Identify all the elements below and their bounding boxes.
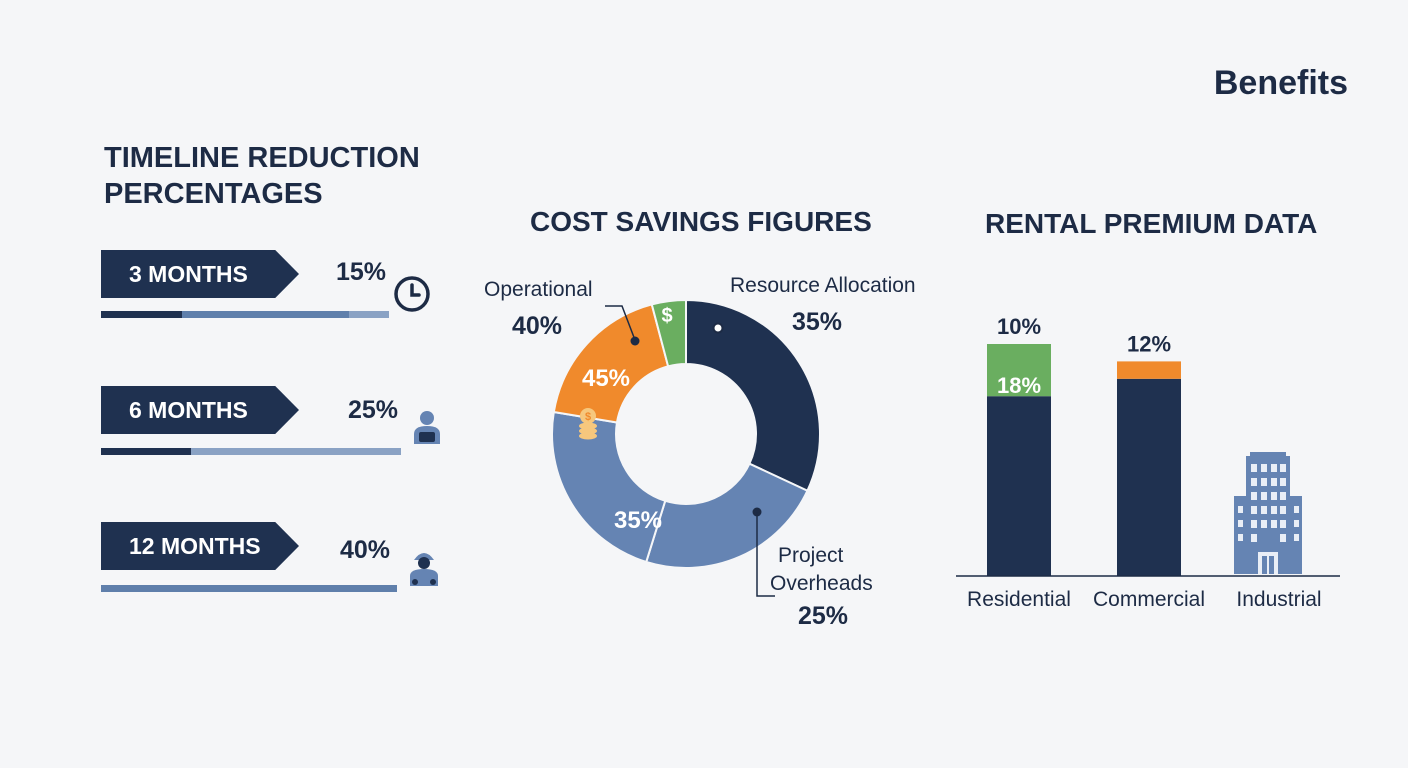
bar-premium-residential <box>987 344 1051 397</box>
timeline-bar-12-months <box>101 585 397 592</box>
cost-chart-title: COST SAVINGS FIGURES <box>530 206 872 237</box>
building-icon <box>1234 452 1302 574</box>
callout-overheads-line1: Project <box>778 544 844 567</box>
clock-icon <box>394 276 430 312</box>
timeline-banner-12-months: 12 MONTHS <box>101 522 299 570</box>
callout-operational-value: 40% <box>512 312 563 340</box>
timeline-bar-dark <box>101 311 182 318</box>
timeline-value-6-months: 25% <box>348 396 399 424</box>
donut-slice-2 <box>551 410 667 564</box>
worker-icon <box>410 553 438 586</box>
bar-inner-label-residential: 18% <box>997 373 1041 398</box>
timeline-title: TIMELINE REDUCTION PERCENTAGES <box>104 140 420 212</box>
callout-overheads-value: 25% <box>798 602 849 630</box>
callout-resource-value: 35% <box>792 308 843 336</box>
cost-donut-chart: 35% 45% $ $ <box>551 298 821 569</box>
bar-base-residential <box>987 396 1051 576</box>
x-tick-label-residential: Residential <box>967 588 1071 611</box>
callout-overheads-name: Project Overheads <box>770 542 873 598</box>
timeline-bar-fill <box>101 311 349 318</box>
worker-icon <box>414 411 440 444</box>
callout-dot-operational <box>630 336 640 346</box>
bar-top-label-residential: 10% <box>997 314 1041 339</box>
timeline-banner-label: 3 MONTHS <box>129 260 248 287</box>
callout-resource-name: Resource Allocation <box>730 274 916 297</box>
bar-top-label-commercial: 12% <box>1127 331 1171 356</box>
donut-slice-4 <box>650 298 687 368</box>
timeline-banner-label: 6 MONTHS <box>129 396 248 423</box>
donut-slice-label-3: 45% <box>582 365 630 392</box>
donut-slice-0 <box>685 298 821 493</box>
timeline-value-3-months: 15% <box>336 258 387 286</box>
callout-dot-resource <box>712 322 724 334</box>
coin-stack-icon: $ <box>579 408 597 440</box>
x-tick-label-commercial: Commercial <box>1093 588 1205 611</box>
callout-operational-name: Operational <box>484 278 593 301</box>
timeline-bar-3-months <box>101 311 389 318</box>
bar-premium-commercial <box>1117 361 1181 379</box>
donut-slice-label-2: 35% <box>614 507 662 534</box>
timeline-bar-dark <box>101 448 191 455</box>
svg-text:$: $ <box>585 411 591 423</box>
timeline-value-12-months: 40% <box>340 536 391 564</box>
timeline-title-line1: TIMELINE REDUCTION <box>104 142 420 174</box>
timeline-title-line2: PERCENTAGES <box>104 178 323 210</box>
page-heading: Benefits <box>1213 64 1348 102</box>
timeline-banner-label: 12 MONTHS <box>129 532 261 559</box>
x-tick-label-industrial: Industrial <box>1236 588 1321 611</box>
timeline-bar-fill <box>101 585 397 592</box>
timeline-bar-6-months <box>101 448 401 455</box>
callout-overheads-line2: Overheads <box>770 572 873 595</box>
donut-callout-lines <box>605 305 775 597</box>
bar-base-commercial <box>1117 378 1181 576</box>
donut-slice-1 <box>644 462 809 569</box>
donut-slice-label-4: $ <box>661 305 672 327</box>
rental-chart-title: RENTAL PREMIUM DATA <box>985 208 1318 239</box>
timeline-banner-3-months: 3 MONTHS <box>101 250 299 298</box>
rental-bar-chart: 18% 10% Residential 12% Commercial Industrial <box>956 314 1340 611</box>
timeline-banner-6-months: 6 MONTHS <box>101 386 299 434</box>
